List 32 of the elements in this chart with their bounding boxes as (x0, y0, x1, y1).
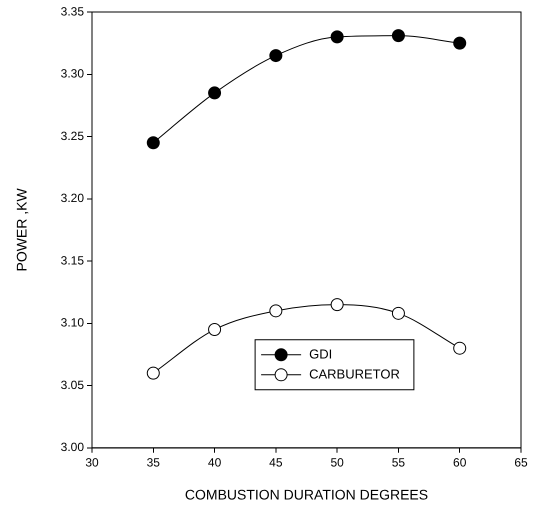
y-tick-label: 3.10 (60, 316, 84, 330)
x-axis-title: COMBUSTION DURATION DEGREES (184, 486, 428, 502)
y-tick-label: 3.25 (60, 128, 84, 143)
x-tick-label: 60 (453, 455, 467, 470)
x-tick-label: 50 (330, 455, 344, 470)
legend-label: CARBURETOR (309, 366, 400, 382)
y-tick-label: 3.15 (60, 253, 84, 268)
point (146, 366, 160, 380)
y-tick-label: 3.00 (60, 440, 84, 454)
x-tick-label: 35 (146, 455, 160, 470)
point (453, 36, 466, 50)
point (330, 298, 344, 312)
point (269, 49, 282, 62)
legend-label: GDI (309, 346, 332, 362)
x-tick-label: 55 (392, 455, 406, 470)
point (208, 323, 222, 336)
x-tick-label: 30 (85, 455, 99, 470)
point (146, 136, 160, 150)
x-tick-label: 40 (208, 455, 222, 470)
y-tick-label: 3.35 (60, 4, 84, 18)
y-axis-title: POWER ,KW (13, 188, 30, 272)
point (330, 30, 344, 44)
y-tick-label: 3.05 (60, 378, 84, 392)
y-tick-label: 3.20 (60, 191, 84, 206)
point (392, 29, 405, 42)
point (453, 342, 466, 355)
x-tick-label: 45 (269, 455, 283, 470)
x-tick-label: 65 (514, 455, 528, 470)
y-tick-label: 3.30 (60, 66, 84, 81)
point (269, 304, 282, 318)
point (208, 86, 222, 100)
point (392, 306, 405, 320)
